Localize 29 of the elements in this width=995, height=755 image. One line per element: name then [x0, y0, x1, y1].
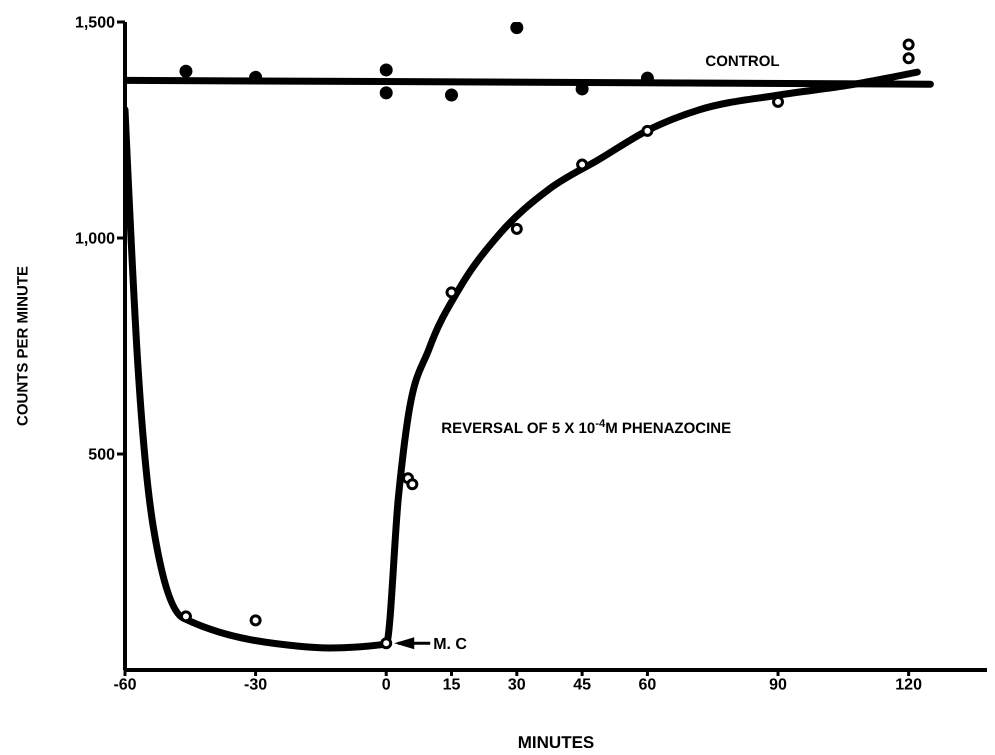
y-tick-label: 1,000 [74, 230, 116, 248]
x-tick-label: 0 [382, 676, 391, 694]
x-tick-label: 15 [442, 676, 461, 694]
point [510, 22, 524, 34]
x-tick-label: 90 [769, 676, 788, 694]
point [250, 614, 262, 626]
point [179, 64, 192, 78]
point [902, 52, 915, 64]
y-tick-label: 500 [88, 446, 116, 464]
x-tick-label: 60 [638, 676, 656, 694]
point [380, 86, 393, 100]
point [380, 637, 392, 650]
x-tick-label: 30 [508, 676, 526, 694]
text: REVERSAL OF 5 X 10$^{-4}$M PHENAZOCINE [441, 418, 732, 438]
y-tick-label: 1,500 [74, 14, 116, 32]
x-tick-label: -60 [113, 676, 137, 694]
series-label: CONTROL [705, 53, 780, 70]
point [445, 88, 458, 102]
annotation: M. C [433, 636, 468, 654]
x-axis-title: MINUTES [518, 733, 594, 752]
x-tick-label: 45 [573, 676, 592, 694]
point [641, 124, 654, 137]
point [510, 222, 523, 235]
x-tick-label: 120 [895, 676, 922, 694]
point [380, 63, 393, 76]
y-axis-title: COUNTS PER MINUTE [14, 266, 32, 426]
x-tick-label: -30 [244, 676, 268, 694]
point [406, 478, 418, 490]
point [902, 38, 915, 50]
